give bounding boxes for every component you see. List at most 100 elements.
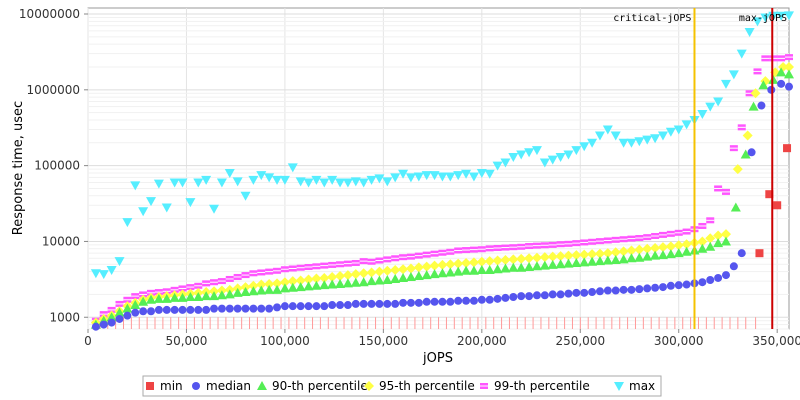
data-point xyxy=(161,293,172,303)
data-point xyxy=(673,248,684,258)
data-point xyxy=(773,201,782,210)
data-point xyxy=(729,145,738,152)
data-point xyxy=(532,242,541,249)
data-point xyxy=(359,258,368,265)
data-point xyxy=(279,277,290,288)
data-point xyxy=(327,271,338,282)
data-point xyxy=(643,284,652,293)
data-point xyxy=(413,271,424,281)
y-tick-label: 100000 xyxy=(34,159,80,173)
data-point xyxy=(216,290,227,300)
data-point xyxy=(233,273,242,280)
data-point xyxy=(626,253,637,263)
data-point xyxy=(547,155,558,165)
data-point xyxy=(477,246,486,253)
data-points xyxy=(90,11,794,331)
data-point xyxy=(500,158,511,168)
data-point xyxy=(123,296,132,303)
data-point xyxy=(249,304,258,313)
data-point xyxy=(351,259,360,266)
data-point xyxy=(390,265,401,276)
max-jops-label: max-jOPS xyxy=(739,13,787,24)
data-point xyxy=(288,265,297,272)
data-point xyxy=(358,277,369,287)
data-point xyxy=(525,292,534,301)
data-point xyxy=(698,278,707,287)
data-point xyxy=(327,279,338,289)
data-point xyxy=(713,230,724,241)
legend-box xyxy=(142,375,662,397)
data-point xyxy=(225,304,234,313)
data-point xyxy=(374,174,385,184)
data-point xyxy=(421,270,432,280)
threshold-markers: critical-jOPS max-jOPS xyxy=(613,8,787,329)
data-point xyxy=(736,49,747,59)
data-point xyxy=(445,172,456,182)
data-point xyxy=(595,238,604,245)
data-point xyxy=(343,260,352,267)
y-tick-label: 10000 xyxy=(42,234,80,248)
data-point xyxy=(257,304,266,313)
legend-symbol xyxy=(257,381,267,390)
data-point xyxy=(594,131,605,141)
data-point xyxy=(336,261,345,268)
data-point xyxy=(492,161,503,171)
data-point xyxy=(421,261,432,272)
data-point xyxy=(311,175,322,185)
data-point xyxy=(446,248,455,255)
y-tick-label: 10000000 xyxy=(19,7,80,21)
data-point xyxy=(657,242,668,253)
data-point xyxy=(280,266,289,273)
data-point xyxy=(335,271,346,282)
data-point xyxy=(303,178,314,188)
data-point xyxy=(358,268,369,279)
legend-label: 90-th percentile xyxy=(272,379,368,393)
data-point xyxy=(438,249,447,256)
data-point xyxy=(785,54,793,61)
data-point xyxy=(730,202,741,212)
data-point xyxy=(740,149,751,159)
data-point xyxy=(650,134,661,144)
data-point xyxy=(737,249,746,258)
data-point xyxy=(698,222,707,229)
data-point xyxy=(532,291,541,300)
x-tick-label: 100,000 xyxy=(260,334,310,348)
data-point xyxy=(256,279,267,290)
data-point xyxy=(272,278,283,289)
data-point xyxy=(555,259,566,269)
data-point xyxy=(508,152,519,162)
data-point xyxy=(279,175,290,185)
series-median xyxy=(91,79,793,331)
data-point xyxy=(429,269,440,279)
data-point xyxy=(248,286,259,296)
data-point xyxy=(517,292,526,301)
data-point xyxy=(744,27,755,37)
data-point xyxy=(224,289,235,299)
data-point xyxy=(147,289,156,296)
legend-label: 95-th percentile xyxy=(379,379,475,393)
data-point xyxy=(350,269,361,280)
data-point xyxy=(603,286,612,295)
data-point xyxy=(758,80,769,90)
data-point xyxy=(714,273,723,282)
data-point xyxy=(154,305,163,314)
data-point xyxy=(375,257,384,264)
data-point xyxy=(193,292,204,302)
data-point xyxy=(588,288,597,297)
data-point xyxy=(777,79,786,88)
data-point xyxy=(729,262,738,271)
data-point xyxy=(476,256,487,267)
data-point xyxy=(399,254,408,261)
data-point xyxy=(697,243,708,253)
data-point xyxy=(414,298,423,307)
data-point xyxy=(232,177,243,187)
data-point xyxy=(666,281,675,290)
data-point xyxy=(264,284,275,294)
data-point xyxy=(453,258,464,269)
data-point xyxy=(279,283,290,293)
data-point xyxy=(414,252,423,259)
data-point xyxy=(272,175,283,185)
data-point xyxy=(500,263,511,273)
data-point xyxy=(469,296,478,305)
data-point xyxy=(682,280,691,289)
